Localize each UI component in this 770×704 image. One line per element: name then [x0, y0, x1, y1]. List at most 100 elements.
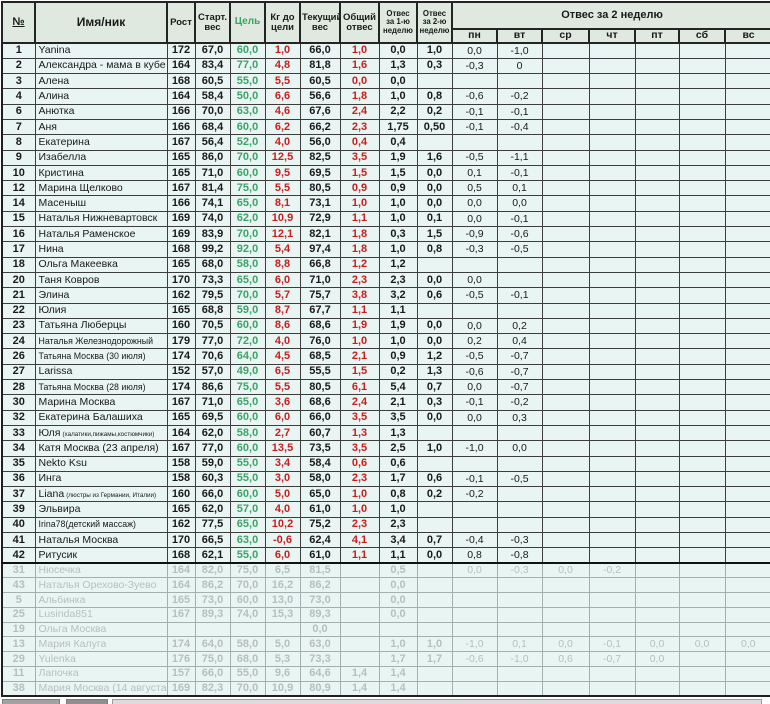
cell-day-thu[interactable] — [588, 577, 636, 594]
cell-day-sun[interactable] — [724, 665, 770, 682]
cell-day-sun[interactable] — [724, 287, 770, 304]
sheet-tab[interactable] — [112, 699, 762, 704]
cell-kg-to-goal[interactable]: 8,7 — [264, 302, 301, 319]
cell-row-number[interactable]: 33 — [1, 424, 36, 442]
cell-day-fri[interactable] — [634, 680, 680, 697]
cell-goal[interactable]: 55,0 — [229, 455, 266, 472]
cell-day-mon[interactable]: -0,1 — [451, 470, 498, 488]
cell-current-weight[interactable]: 56,6 — [299, 88, 341, 105]
cell-start-weight[interactable]: 83,9 — [194, 226, 231, 243]
cell-day-sat[interactable] — [678, 501, 726, 518]
cell-day-thu[interactable] — [588, 592, 636, 608]
cell-day-thu[interactable] — [588, 317, 636, 335]
cell-kg-to-goal[interactable]: 3,0 — [264, 470, 301, 488]
cell-row-number[interactable]: 35 — [1, 455, 36, 472]
cell-kg-to-goal[interactable]: 6,5 — [264, 363, 301, 381]
cell-name[interactable]: Лапочка — [34, 665, 168, 682]
cell-height[interactable]: 167 — [166, 440, 196, 457]
cell-day-fri[interactable] — [634, 134, 680, 151]
cell-day-mon[interactable]: -0,3 — [451, 241, 498, 258]
cell-day-sat[interactable] — [678, 210, 726, 228]
cell-day-thu[interactable] — [588, 531, 636, 549]
cell-day-fri[interactable] — [634, 164, 680, 182]
cell-week2-loss[interactable]: 1,7 — [416, 651, 453, 667]
cell-row-number[interactable]: 30 — [1, 394, 36, 411]
cell-week1-loss[interactable]: 1,7 — [378, 470, 418, 488]
cell-week2-loss[interactable] — [416, 302, 453, 319]
cell-day-sun[interactable] — [724, 379, 770, 396]
cell-total-loss[interactable]: 0,6 — [339, 455, 380, 472]
cell-goal[interactable]: 50,0 — [229, 88, 266, 105]
cell-day-fri[interactable] — [634, 516, 680, 534]
cell-height[interactable]: 165 — [166, 409, 196, 426]
cell-kg-to-goal[interactable]: 8,6 — [264, 317, 301, 335]
cell-day-mon[interactable]: 0,0 — [451, 562, 498, 579]
cell-day-fri[interactable] — [634, 195, 680, 212]
cell-name[interactable]: Александра - мама в кубе — [34, 57, 168, 75]
cell-day-sat[interactable] — [678, 424, 726, 442]
sheet-tab[interactable] — [66, 699, 108, 704]
cell-height[interactable]: 169 — [166, 680, 196, 697]
cell-kg-to-goal[interactable]: 5,5 — [264, 73, 301, 90]
cell-goal[interactable]: 58,0 — [229, 256, 266, 273]
cell-day-tue[interactable]: 0,4 — [496, 333, 543, 350]
cell-week2-loss[interactable]: 1,6 — [416, 149, 453, 166]
cell-day-mon[interactable]: -0,5 — [451, 149, 498, 166]
cell-day-thu[interactable] — [588, 164, 636, 182]
cell-goal[interactable]: 74,0 — [229, 606, 266, 623]
cell-total-loss[interactable]: 1,1 — [339, 547, 380, 565]
cell-day-tue[interactable]: -0,6 — [496, 226, 543, 243]
cell-day-tue[interactable] — [496, 665, 543, 682]
cell-day-sun[interactable] — [724, 42, 770, 59]
cell-height[interactable]: 167 — [166, 134, 196, 151]
cell-day-sat[interactable] — [678, 547, 726, 565]
cell-name[interactable]: Ритусик — [34, 547, 168, 565]
cell-total-loss[interactable]: 1,0 — [339, 195, 380, 212]
cell-total-loss[interactable]: 1,9 — [339, 317, 380, 335]
cell-day-mon[interactable] — [451, 606, 498, 623]
cell-day-mon[interactable]: -0,9 — [451, 226, 498, 243]
cell-day-sat[interactable] — [678, 348, 726, 365]
cell-day-sun[interactable] — [724, 547, 770, 565]
cell-week1-loss[interactable]: 1,0 — [378, 88, 418, 105]
cell-name[interactable]: Марина Щелково — [34, 180, 168, 197]
cell-name[interactable]: Изабелла — [34, 149, 168, 166]
cell-week2-loss[interactable] — [416, 577, 453, 594]
cell-day-mon[interactable]: 0,0 — [451, 195, 498, 212]
cell-week1-loss[interactable]: 1,1 — [378, 547, 418, 565]
cell-day-wed[interactable] — [541, 409, 590, 426]
cell-name[interactable]: Масеныш — [34, 195, 168, 212]
cell-row-number[interactable]: 40 — [1, 516, 36, 534]
cell-day-mon[interactable]: 0,0 — [451, 210, 498, 228]
cell-row-number[interactable]: 6 — [1, 103, 36, 120]
cell-day-sun[interactable] — [724, 680, 770, 697]
cell-total-loss[interactable] — [339, 636, 380, 653]
cell-week1-loss[interactable]: 1,0 — [378, 636, 418, 653]
cell-day-thu[interactable] — [588, 256, 636, 273]
cell-day-wed[interactable] — [541, 42, 590, 59]
cell-day-sun[interactable] — [724, 516, 770, 534]
cell-start-weight[interactable]: 64,0 — [194, 636, 231, 653]
cell-day-sun[interactable] — [724, 164, 770, 182]
cell-day-sun[interactable] — [724, 118, 770, 136]
cell-height[interactable]: 168 — [166, 73, 196, 90]
cell-total-loss[interactable]: 1,6 — [339, 57, 380, 75]
cell-total-loss[interactable]: 2,4 — [339, 103, 380, 120]
cell-name[interactable]: Наталья Орехово-Зуево — [34, 577, 168, 594]
cell-day-fri[interactable] — [634, 424, 680, 442]
cell-week1-loss[interactable]: 1,0 — [378, 210, 418, 228]
cell-day-mon[interactable]: -1,0 — [451, 636, 498, 653]
cell-height[interactable]: 158 — [166, 470, 196, 488]
cell-kg-to-goal[interactable]: 1,0 — [264, 42, 301, 59]
cell-current-weight[interactable]: 64,6 — [299, 665, 341, 682]
cell-name[interactable]: Эльвира — [34, 501, 168, 518]
cell-day-sun[interactable] — [724, 394, 770, 411]
cell-day-fri[interactable] — [634, 665, 680, 682]
cell-day-sun[interactable] — [724, 195, 770, 212]
cell-day-fri[interactable] — [634, 210, 680, 228]
cell-day-tue[interactable]: 0,1 — [496, 636, 543, 653]
cell-day-mon[interactable] — [451, 577, 498, 594]
cell-start-weight[interactable]: 81,4 — [194, 180, 231, 197]
cell-kg-to-goal[interactable]: 6,0 — [264, 547, 301, 565]
cell-name[interactable]: Yulenka — [34, 651, 168, 667]
